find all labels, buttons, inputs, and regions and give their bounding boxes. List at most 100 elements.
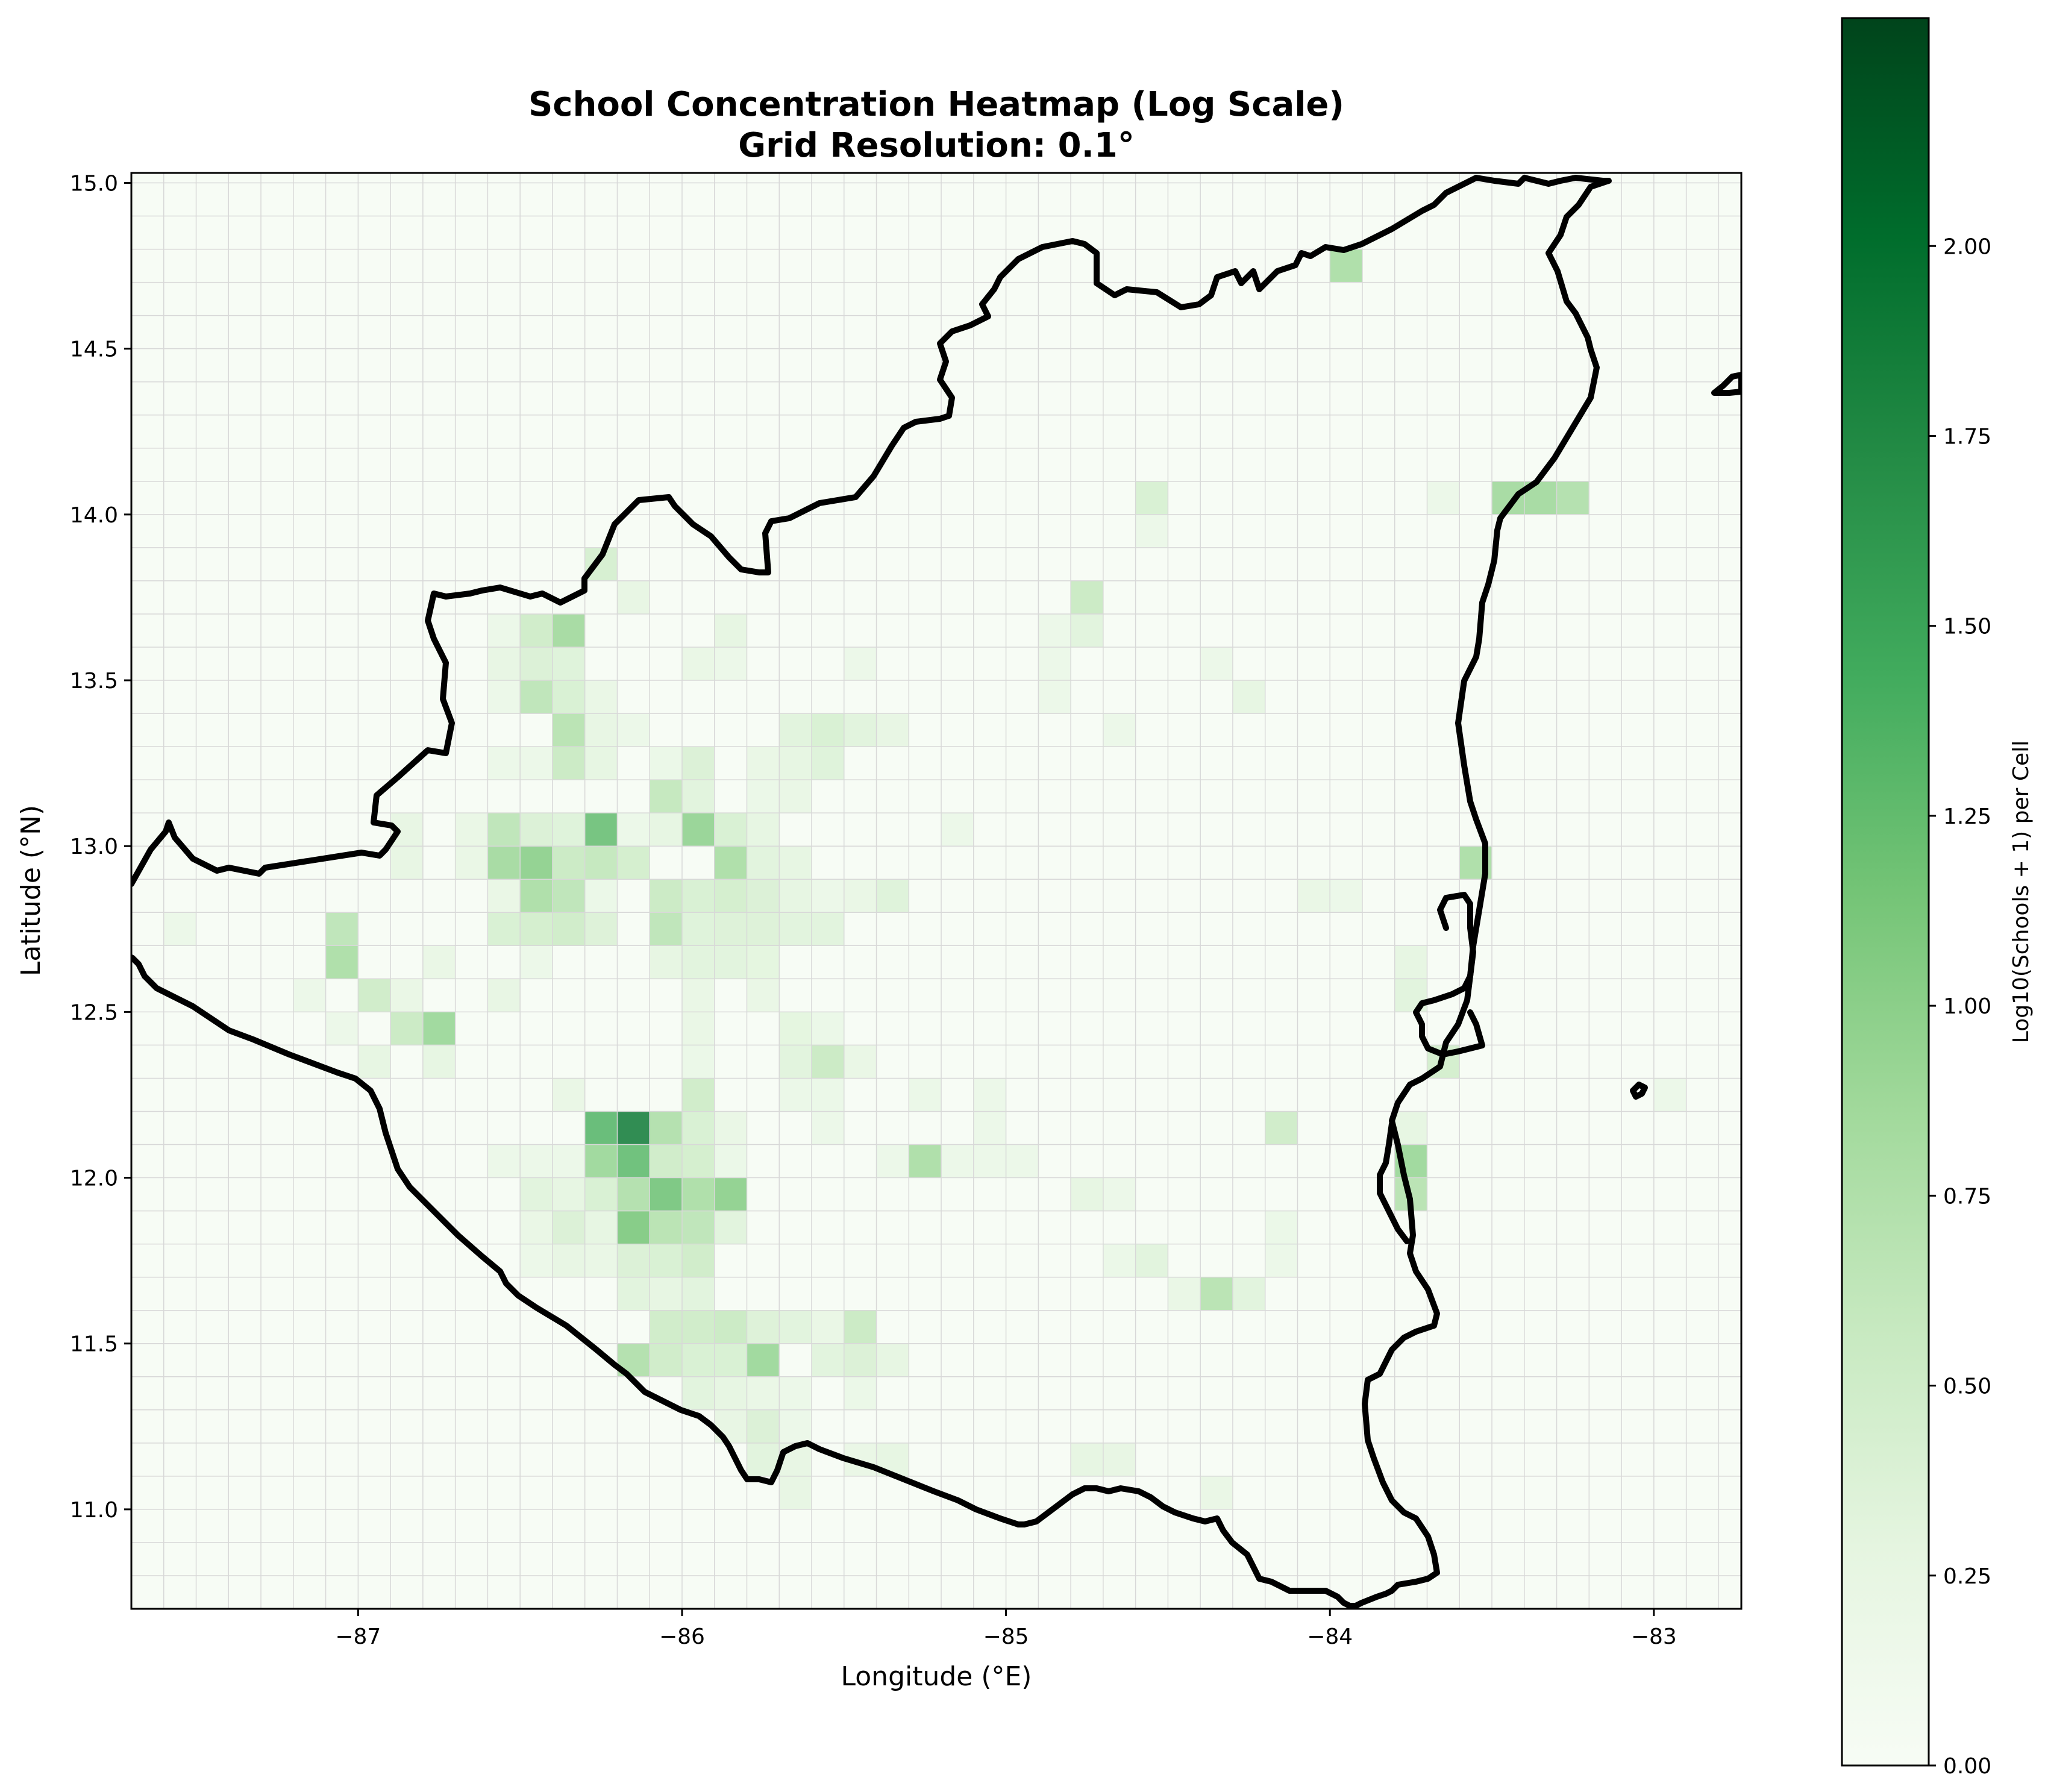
colorbar-tick-label: 0.75 (1943, 1184, 1991, 1209)
heatmap-cell (650, 1211, 682, 1244)
heatmap-cell (681, 1244, 715, 1277)
heatmap-cell (812, 1310, 844, 1344)
plot-background (131, 173, 1741, 1609)
heatmap-cell (520, 647, 553, 681)
heatmap-cell (909, 1144, 942, 1178)
heatmap-cell (681, 647, 715, 681)
heatmap-cell (520, 879, 553, 913)
colorbar-tick-label: 0.50 (1943, 1374, 1991, 1399)
heatmap-cell (650, 1277, 682, 1311)
heatmap-cell (714, 647, 747, 681)
colorbar-tick-label: 1.50 (1943, 615, 1991, 639)
heatmap-cell (812, 1111, 844, 1145)
heatmap-cell (1200, 1277, 1233, 1311)
heatmap-cell (681, 1111, 715, 1145)
heatmap-cell (520, 945, 553, 979)
x-axis-ticks: −87 −86 −85 −84 −83 (335, 1609, 1677, 1649)
colorbar-tick-label: 1.25 (1943, 804, 1991, 829)
heatmap-cell (681, 1045, 715, 1079)
heatmap-cell (747, 846, 780, 880)
heatmap-cell (681, 912, 715, 946)
heatmap-cell (876, 713, 909, 747)
heatmap-cell (584, 1111, 618, 1145)
heatmap-cell (681, 1177, 715, 1211)
heatmap-cell (1135, 1244, 1168, 1277)
heatmap-cell (520, 680, 553, 714)
heatmap-cell (1071, 613, 1103, 647)
heatmap-cell (812, 1343, 844, 1377)
heatmap-cell (1330, 879, 1362, 913)
heatmap-cell (617, 1111, 650, 1145)
heatmap-cell (714, 846, 747, 880)
heatmap-cell (390, 846, 423, 880)
heatmap-cell (747, 1409, 780, 1443)
heatmap-cell (1135, 514, 1168, 548)
heatmap-cell (714, 813, 747, 847)
x-axis-label: Longitude (°E) (841, 1661, 1032, 1692)
heatmap-cell (747, 747, 780, 780)
heatmap-cell (844, 1343, 877, 1377)
y-tick-label: 15.0 (70, 172, 118, 196)
heatmap-cell (941, 1144, 974, 1178)
heatmap-cell (358, 979, 391, 1012)
heatmap-cell (455, 846, 488, 880)
heatmap-cell (779, 1310, 812, 1344)
x-tick-label: −83 (1631, 1624, 1677, 1649)
heatmap-cell (325, 1012, 359, 1045)
heatmap-cell (650, 1177, 682, 1211)
heatmap-cell (779, 1078, 812, 1112)
y-tick-label: 13.0 (70, 835, 118, 859)
heatmap-cell (1103, 1443, 1136, 1476)
heatmap-cell (487, 680, 521, 714)
heatmap-cell (552, 1211, 585, 1244)
colorbar-tick-label: 1.00 (1943, 994, 1991, 1019)
heatmap-cell (650, 813, 682, 847)
heatmap-cell (812, 1012, 844, 1045)
heatmap-cell (779, 912, 812, 946)
heatmap-cell (650, 780, 682, 813)
y-tick-label: 11.0 (70, 1498, 118, 1523)
heatmap-cell (714, 912, 747, 946)
heatmap-cell (617, 580, 650, 614)
heatmap-cell (487, 813, 521, 847)
heatmap-cell (681, 1211, 715, 1244)
heatmap-cell (747, 912, 780, 946)
heatmap-cell (1297, 879, 1330, 913)
heatmap-cell (681, 1310, 715, 1344)
heatmap-cell (747, 879, 780, 913)
heatmap-cell (1265, 1244, 1298, 1277)
heatmap-cell (1394, 945, 1427, 979)
heatmap-cell (584, 846, 618, 880)
heatmap-cell (584, 1244, 618, 1277)
heatmap-cell (487, 912, 521, 946)
heatmap-cell (520, 912, 553, 946)
heatmap-cell (779, 747, 812, 780)
heatmap-cell (520, 846, 553, 880)
heatmap-cell (650, 1144, 682, 1178)
heatmap-cell (520, 813, 553, 847)
heatmap-cell (714, 1376, 747, 1410)
cayos-boundary (1711, 372, 1741, 396)
heatmap-cell (650, 747, 682, 780)
heatmap-cell (422, 1045, 456, 1079)
heatmap-cell (844, 713, 877, 747)
heatmap-cell (1103, 1244, 1136, 1277)
heatmap-cell (812, 879, 844, 913)
x-tick-label: −85 (983, 1624, 1029, 1649)
heatmap-cell (390, 979, 423, 1012)
y-tick-label: 14.5 (70, 337, 118, 362)
heatmap-cell (681, 945, 715, 979)
chart-title: School Concentration Heatmap (Log Scale) (528, 85, 1344, 124)
heatmap-cell (681, 1144, 715, 1178)
country-boundary (131, 175, 1741, 1609)
y-axis-label: Latitude (°N) (16, 805, 46, 976)
heatmap-cell (844, 1376, 877, 1410)
heatmap-cell (812, 1045, 844, 1079)
heatmap-cell (455, 813, 488, 847)
heatmap-cell (650, 1343, 682, 1377)
heatmap-cell (1427, 481, 1460, 515)
heatmap-cell (1265, 1211, 1298, 1244)
grid-lines (131, 173, 1741, 1609)
x-tick-label: −86 (659, 1624, 705, 1649)
heatmap-cell (487, 747, 521, 780)
